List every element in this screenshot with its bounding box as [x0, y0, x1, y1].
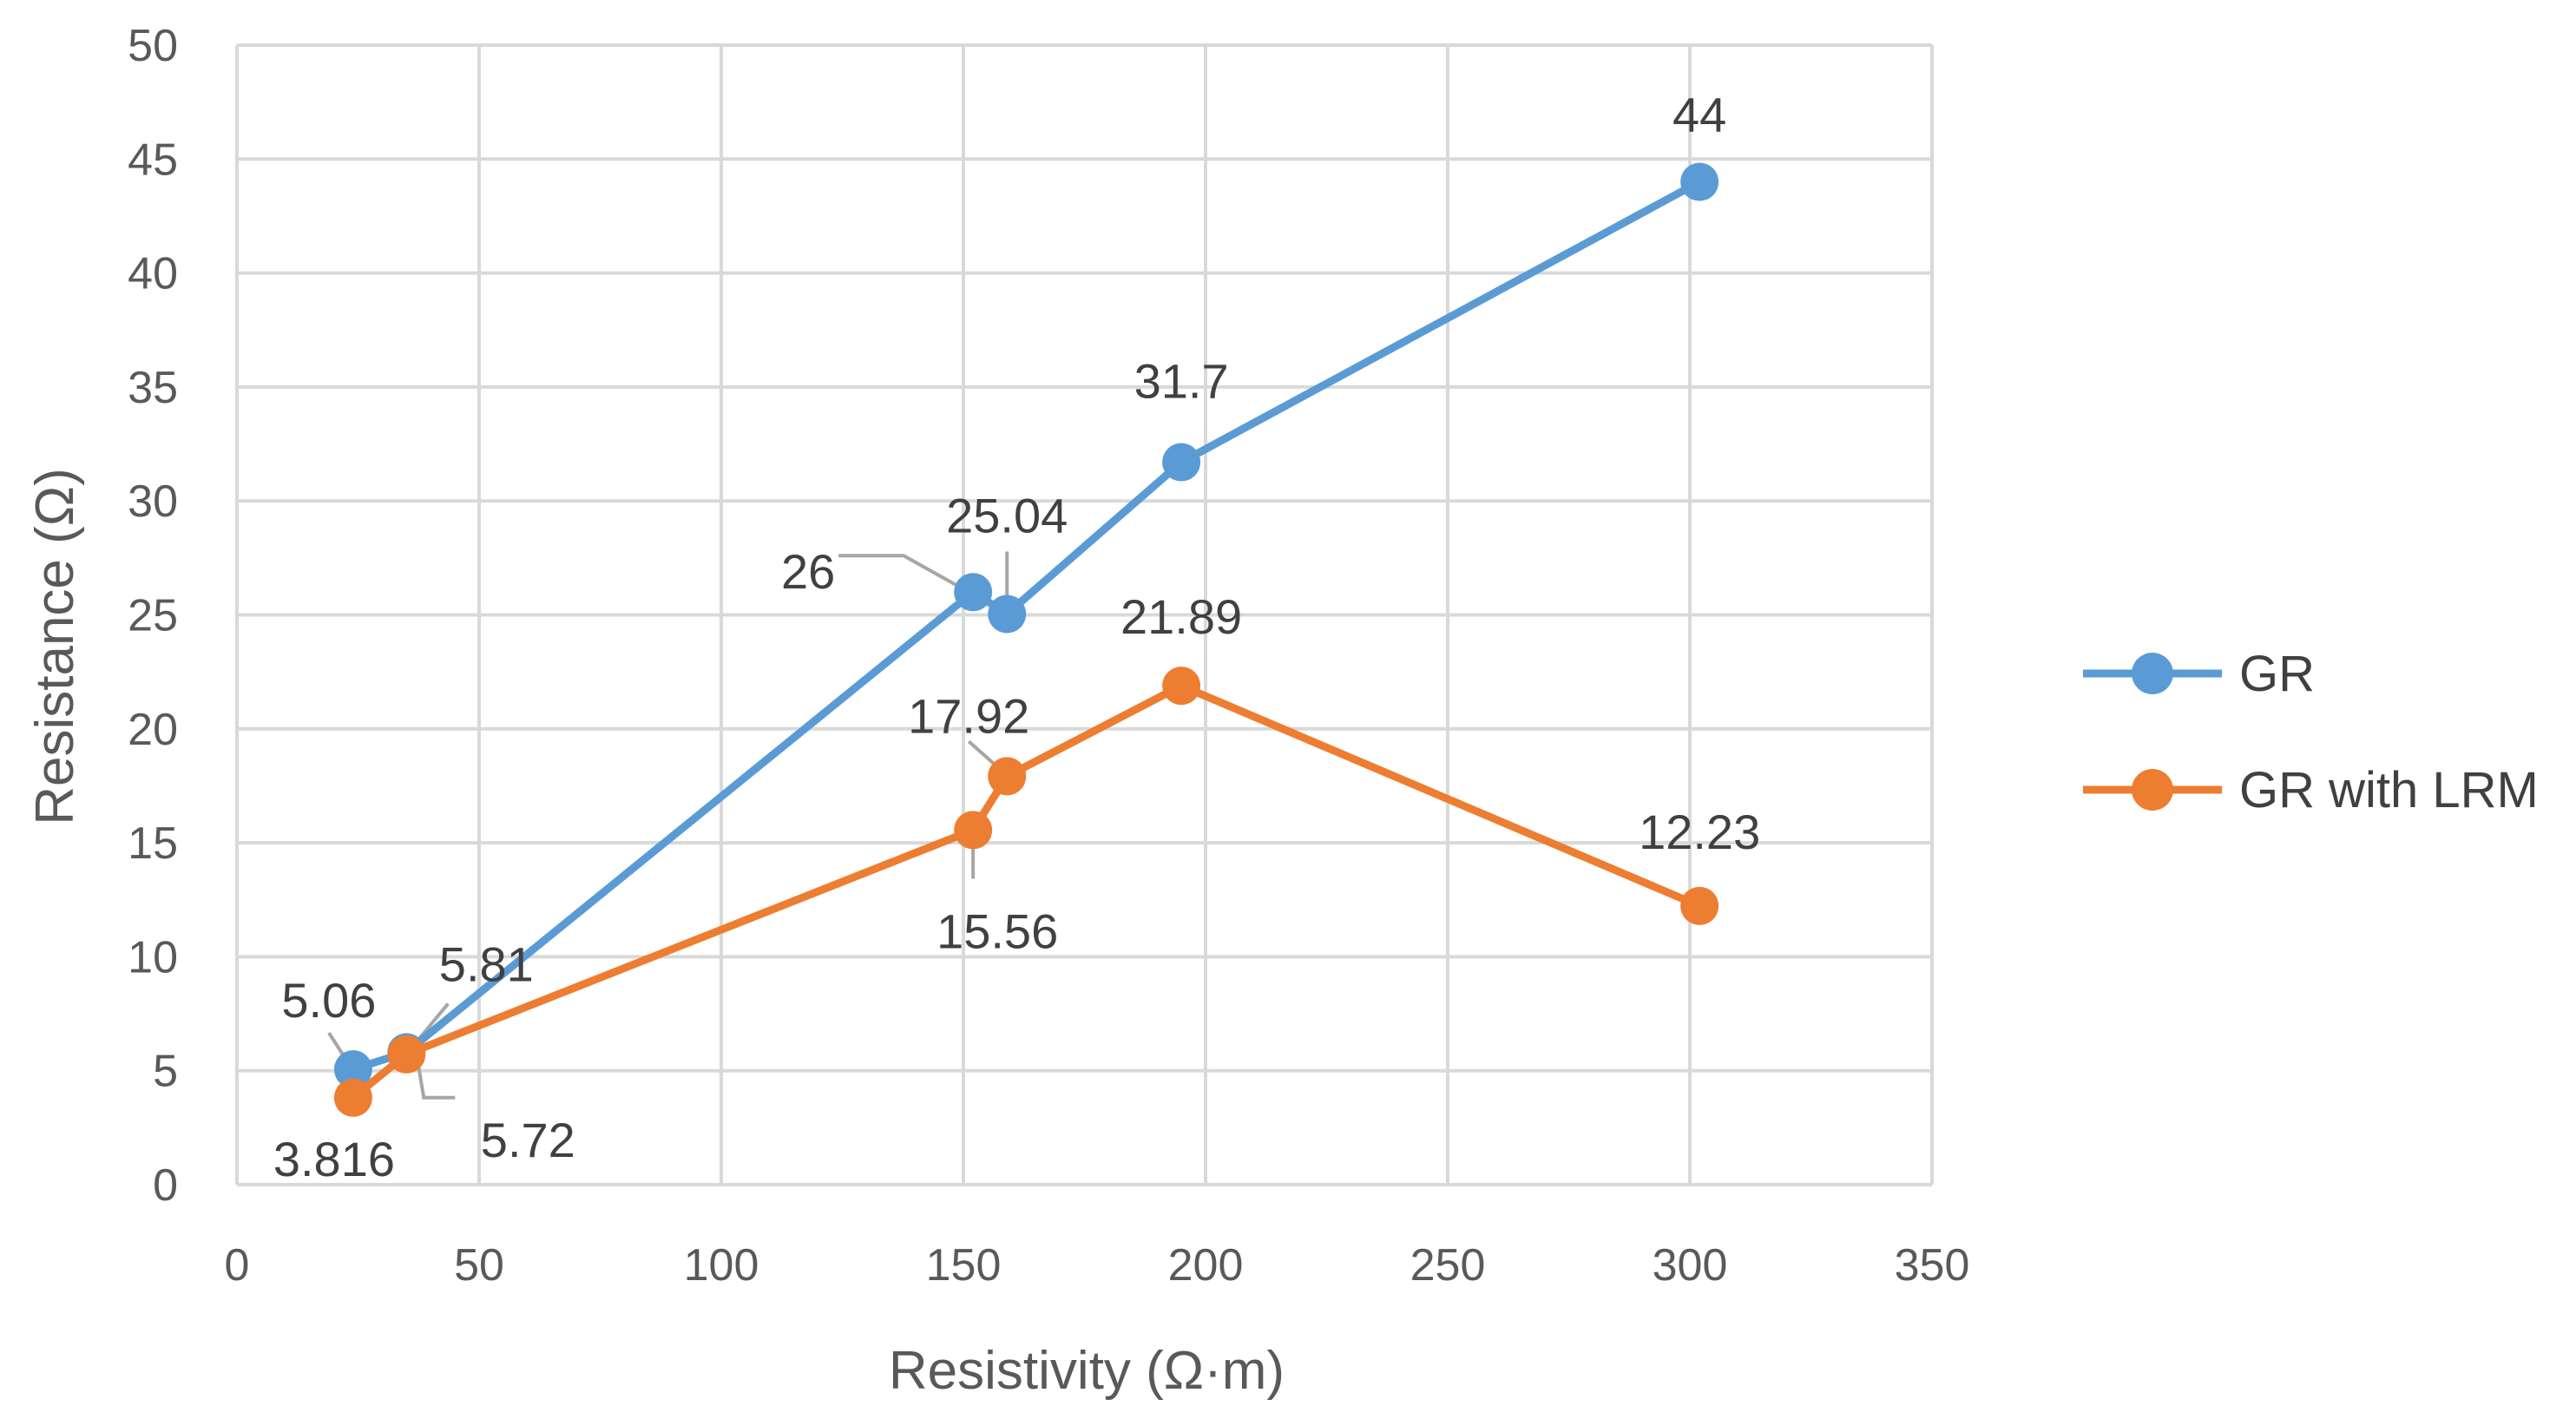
y-tick-label: 10	[128, 932, 178, 982]
y-tick-label: 50	[128, 21, 178, 71]
data-point-gr-with-lrm[interactable]	[333, 1078, 372, 1117]
data-label-gr: 31.7	[1134, 354, 1229, 409]
y-tick-label: 5	[153, 1047, 178, 1097]
legend-label-gr: GR	[2239, 646, 2315, 702]
legend-item-gr[interactable]: GR	[2083, 646, 2315, 702]
data-point-gr[interactable]	[1680, 162, 1719, 201]
x-axis-title-text: Resistivity (Ω·m)	[889, 1341, 1285, 1401]
data-point-gr[interactable]	[1162, 443, 1201, 482]
legend-marker-gr-with-lrm	[2132, 769, 2173, 811]
data-labels: 5.06 5.81 26 25.04 31.7 44 3.816 5.72 15.56 17.92…	[273, 88, 1760, 1186]
x-tick-label: 250	[1410, 1240, 1486, 1291]
data-label-gr-with-lrm: 17.92	[908, 688, 1029, 743]
data-point-gr-with-lrm[interactable]	[1680, 886, 1719, 925]
data-label-gr: 5.06	[281, 973, 376, 1028]
label-leader-lines	[327, 551, 1009, 1100]
y-axis-ticks: 0 5 10 15 20 25 30 35 40 45 50	[128, 21, 178, 1211]
x-tick-label: 200	[1168, 1240, 1244, 1291]
series-line-gr-with-lrm	[351, 681, 1701, 1101]
data-label-gr: 5.81	[439, 936, 534, 991]
x-tick-label: 300	[1653, 1240, 1728, 1291]
data-point-gr-with-lrm[interactable]	[1162, 667, 1201, 706]
y-tick-label: 20	[128, 705, 178, 755]
data-label-gr-with-lrm: 5.72	[481, 1113, 575, 1167]
y-tick-label: 0	[153, 1160, 178, 1211]
data-point-gr[interactable]	[988, 595, 1027, 634]
data-label-gr: 26	[781, 544, 835, 599]
data-label-gr: 44	[1672, 88, 1726, 142]
x-axis-ticks: 0 50 100 150 200 250 300 350	[225, 1240, 1970, 1291]
y-tick-label: 45	[128, 135, 178, 185]
data-label-gr-with-lrm: 12.23	[1639, 805, 1760, 859]
label-leader-line	[838, 554, 964, 590]
data-point-gr-with-lrm[interactable]	[954, 811, 993, 850]
y-tick-label: 25	[128, 591, 178, 641]
data-point-gr[interactable]	[333, 1050, 372, 1089]
y-tick-label: 40	[128, 249, 178, 299]
legend-label-gr-with-lrm: GR with LRM	[2239, 762, 2539, 818]
data-label-gr: 25.04	[946, 488, 1068, 542]
label-leader-line	[417, 1066, 456, 1100]
y-tick-label: 35	[128, 363, 178, 413]
data-point-gr-with-lrm[interactable]	[988, 757, 1027, 796]
label-leader-line	[327, 1032, 346, 1059]
legend-marker-gr	[2132, 653, 2173, 694]
y-tick-label: 15	[128, 818, 178, 869]
x-axis-title: Resistivity (Ω·m)	[889, 1341, 1285, 1401]
series	[333, 162, 1719, 1117]
legend: GR GR with LRM	[2083, 646, 2539, 818]
x-tick-label: 100	[684, 1240, 759, 1291]
series-gr-with-lrm	[333, 667, 1719, 1117]
y-axis-title: Resistance (Ω)	[25, 468, 85, 825]
y-tick-label: 30	[128, 476, 178, 527]
x-tick-label: 350	[1895, 1240, 1970, 1291]
grid	[235, 43, 1934, 1186]
data-label-gr-with-lrm: 21.89	[1120, 589, 1242, 644]
x-tick-label: 0	[225, 1240, 250, 1291]
data-point-gr-with-lrm[interactable]	[387, 1035, 426, 1074]
x-tick-label: 150	[926, 1240, 1002, 1291]
x-tick-label: 50	[454, 1240, 504, 1291]
data-label-gr-with-lrm: 3.816	[273, 1132, 395, 1186]
legend-item-gr-with-lrm[interactable]: GR with LRM	[2083, 762, 2539, 818]
data-point-gr[interactable]	[954, 573, 993, 612]
data-label-gr-with-lrm: 15.56	[936, 903, 1058, 958]
